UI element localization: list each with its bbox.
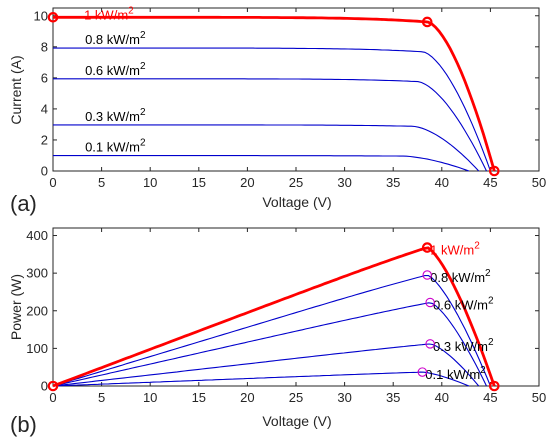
x-tick-label: 45 — [483, 175, 497, 190]
series-label-0: 1 kW/m2 — [430, 241, 480, 258]
x-tick-label: 25 — [289, 390, 303, 405]
y-tick-label: 2 — [41, 132, 48, 147]
mpp-marker-2 — [425, 297, 435, 308]
series-line-1 — [52, 274, 491, 387]
series-label-text: 0.1 kW/m — [425, 367, 480, 382]
panel-label: (b) — [10, 412, 37, 437]
panel-label: (a) — [10, 191, 37, 216]
series-line-2 — [53, 78, 487, 172]
x-tick-label: 45 — [483, 390, 497, 405]
series-label-text: 0.3 kW/m — [433, 339, 488, 354]
x-tick-label: 30 — [337, 175, 351, 190]
y-axis-label: Current (A) — [8, 55, 24, 124]
key-point-marker-1 — [421, 16, 433, 28]
x-tick-label: 50 — [532, 175, 546, 190]
x-tick-label: 30 — [337, 390, 351, 405]
y-tick-label: 100 — [26, 341, 48, 356]
series-label-text: 0.1 kW/m — [85, 140, 140, 155]
y-tick-label: 0 — [41, 164, 48, 179]
key-point-marker-2 — [488, 165, 500, 177]
x-tick-label: 40 — [435, 390, 449, 405]
series-line-4 — [53, 155, 470, 172]
key-point-marker-2 — [488, 380, 500, 392]
series-label-superscript: 2 — [474, 241, 480, 252]
mpp-marker-1 — [422, 270, 432, 280]
series-label-superscript: 2 — [480, 365, 486, 376]
series-line-0 — [53, 15, 496, 172]
series-label-0: 1 kW/m2 — [84, 5, 134, 22]
x-tick-label: 15 — [192, 390, 206, 405]
series-label-superscript: 2 — [140, 30, 146, 41]
series-label-2: 0.6 kW/m2 — [85, 61, 146, 78]
series-label-superscript: 2 — [140, 107, 146, 118]
series-line-1 — [53, 47, 491, 172]
x-tick-label: 0 — [49, 175, 56, 190]
x-tick-label: 50 — [532, 390, 546, 405]
y-tick-label: 0 — [41, 379, 48, 394]
y-tick-label: 200 — [26, 303, 48, 318]
x-tick-label: 5 — [98, 390, 105, 405]
y-axis-label: Power (W) — [8, 274, 24, 340]
key-point-marker-1 — [421, 242, 433, 253]
x-tick-label: 35 — [386, 390, 400, 405]
x-tick-label: 10 — [143, 175, 157, 190]
x-tick-label: 25 — [289, 175, 303, 190]
series-label-1: 0.8 kW/m2 — [85, 30, 146, 47]
series-label-text: 0.8 kW/m — [430, 270, 485, 285]
series-label-text: 0.8 kW/m — [85, 32, 140, 47]
x-tick-label: 5 — [98, 175, 105, 190]
series-line-3 — [52, 343, 480, 387]
series-label-4: 0.1 kW/m2 — [425, 365, 486, 382]
y-tick-label: 10 — [34, 8, 48, 23]
series-label-text: 0.6 kW/m — [433, 297, 488, 312]
x-axis-label: Voltage (V) — [262, 194, 331, 210]
x-tick-label: 20 — [240, 390, 254, 405]
x-tick-label: 0 — [49, 390, 56, 405]
y-tick-label: 6 — [41, 70, 48, 85]
series-line-4 — [52, 371, 470, 387]
key-point-marker-0 — [47, 12, 59, 23]
x-tick-label: 20 — [240, 175, 254, 190]
series-line-0 — [52, 246, 496, 388]
panel-a: 0 5 10 15 20 25 30 35 40 45 50 0 2 4 6 8 10 Voltage (V) Cu… — [8, 5, 546, 216]
x-tick-label: 35 — [386, 175, 400, 190]
y-tick-label: 8 — [41, 39, 48, 54]
series-label-text: 1 kW/m — [84, 7, 128, 22]
series-label-2: 0.6 kW/m2 — [433, 295, 494, 312]
series-line-3 — [53, 124, 480, 172]
series-label-superscript: 2 — [488, 337, 494, 348]
series-label-text: 0.6 kW/m — [85, 63, 140, 78]
x-axis-label: Voltage (V) — [262, 413, 331, 429]
series-label-text: 1 kW/m — [430, 243, 474, 258]
series-label-3: 0.3 kW/m2 — [85, 107, 146, 124]
y-tick-label: 4 — [41, 101, 48, 116]
series-label-superscript: 2 — [128, 5, 134, 16]
series-line-2 — [52, 302, 487, 387]
series-label-4: 0.1 kW/m2 — [85, 138, 146, 155]
series-label-superscript: 2 — [485, 268, 491, 279]
mpp-marker-3 — [425, 339, 435, 349]
series-label-3: 0.3 kW/m2 — [433, 337, 494, 354]
y-tick-label: 300 — [26, 266, 48, 281]
x-tick-label: 40 — [435, 175, 449, 190]
mpp-marker-4 — [417, 367, 428, 377]
series-label-superscript: 2 — [488, 295, 494, 306]
x-tick-label: 15 — [192, 175, 206, 190]
key-point-marker-0 — [47, 380, 59, 392]
y-tick-label: 400 — [26, 228, 48, 243]
panel-b: 0 5 10 15 20 25 30 35 40 45 50 0 100 200 300 400 Voltage… — [8, 227, 546, 437]
series-label-text: 0.3 kW/m — [85, 109, 140, 124]
x-tick-label: 10 — [143, 390, 157, 405]
series-label-superscript: 2 — [140, 61, 146, 72]
series-label-superscript: 2 — [140, 138, 146, 149]
series-label-1: 0.8 kW/m2 — [430, 268, 491, 285]
